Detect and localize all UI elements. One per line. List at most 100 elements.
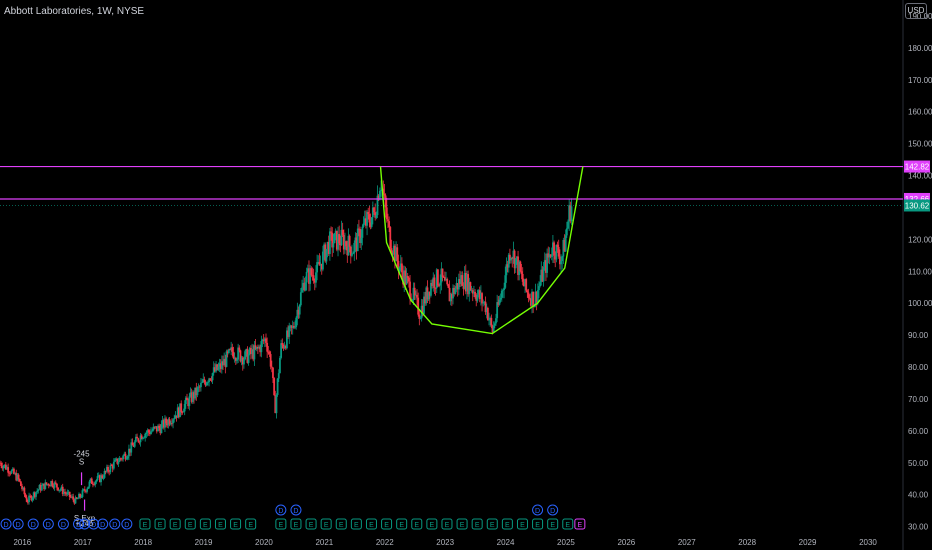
candle-body xyxy=(534,291,537,305)
dividend-marker xyxy=(73,518,85,530)
candle-body xyxy=(483,301,486,303)
dividend-marker-letter: D xyxy=(278,508,283,515)
candle-body xyxy=(173,418,176,420)
candle-body xyxy=(218,363,221,367)
dividend-marker-letter: D xyxy=(76,522,81,529)
candle-body xyxy=(219,363,222,369)
candle-body xyxy=(267,351,270,353)
candle-body xyxy=(517,256,519,276)
candle-body xyxy=(43,483,46,490)
x-tick-label: 2020 xyxy=(255,538,273,547)
candle-body xyxy=(245,349,248,352)
candle-body xyxy=(153,426,156,428)
candle-body xyxy=(25,497,28,502)
candle-body xyxy=(431,282,434,286)
candle-body xyxy=(461,275,464,286)
candle-body xyxy=(499,297,502,300)
candle-body xyxy=(424,296,427,304)
candle-body xyxy=(76,498,79,500)
candle-body xyxy=(217,366,220,370)
candle-body xyxy=(90,478,93,484)
candle-body xyxy=(3,464,6,467)
candle-body xyxy=(362,223,365,227)
candle-body xyxy=(542,267,545,282)
candle-body xyxy=(511,258,514,259)
dividend-marker xyxy=(88,518,100,530)
candle-body xyxy=(306,268,309,272)
candle-body xyxy=(124,453,127,460)
candle-body xyxy=(556,244,559,247)
earnings-marker-letter: E xyxy=(445,522,450,529)
candle-body xyxy=(262,339,265,342)
candle-body xyxy=(549,254,552,257)
dividend-marker xyxy=(275,504,287,516)
candle-body xyxy=(319,263,322,266)
candle-body xyxy=(471,290,474,294)
dividend-marker-letter: D xyxy=(4,522,9,529)
candle-body xyxy=(52,485,55,488)
candle-body xyxy=(89,478,92,482)
candle-body xyxy=(284,346,287,349)
candle-body xyxy=(105,466,108,472)
candle-body xyxy=(498,299,501,305)
candle-body xyxy=(505,264,508,276)
candle-body xyxy=(114,459,116,462)
candle-body xyxy=(128,448,130,457)
candle-body xyxy=(287,330,289,337)
dividend-marker xyxy=(109,518,121,530)
candle-body xyxy=(88,481,91,487)
earnings-marker-letter: E xyxy=(188,522,193,529)
candle-body xyxy=(387,219,389,222)
candle-body xyxy=(390,248,393,253)
earnings-marker-letter: E xyxy=(203,522,208,529)
candle-body xyxy=(513,250,516,269)
candle-body xyxy=(462,285,465,289)
earnings-marker-letter: E xyxy=(399,522,404,529)
candle-body xyxy=(144,433,147,438)
candle-body xyxy=(154,426,157,428)
candle-body xyxy=(334,230,337,234)
candle-body xyxy=(406,275,409,278)
y-tick-label: 150.00 xyxy=(908,140,932,149)
candle-body xyxy=(226,351,229,353)
candle-body xyxy=(233,358,236,359)
candle-body xyxy=(394,245,396,262)
earnings-marker-letter: E xyxy=(309,522,314,529)
earnings-marker-letter: E xyxy=(369,522,374,529)
candle-body xyxy=(443,277,446,281)
candle-body xyxy=(503,287,506,290)
candle-body xyxy=(476,294,479,301)
candle-body xyxy=(310,268,313,276)
candle-body xyxy=(51,481,54,486)
candle-body xyxy=(349,246,352,256)
candle-body xyxy=(468,282,471,295)
candle-body xyxy=(107,466,109,472)
candle-body xyxy=(294,327,296,328)
last-price-label: 130.62 xyxy=(905,201,930,210)
candle-body xyxy=(45,482,48,485)
candle-body xyxy=(344,241,346,250)
dividend-marker-letter: D xyxy=(293,508,298,515)
candle-body xyxy=(169,423,172,425)
candle-body xyxy=(364,218,367,226)
candle-body xyxy=(340,229,343,246)
candle-body xyxy=(126,456,129,459)
candle-body xyxy=(261,339,264,342)
dividend-marker-letter: D xyxy=(91,522,96,529)
currency-button[interactable]: USD xyxy=(905,3,927,19)
candle-body xyxy=(326,242,329,249)
candle-body xyxy=(411,299,414,301)
candle-body xyxy=(418,314,421,319)
candle-body xyxy=(187,400,190,407)
candle-body xyxy=(183,404,186,412)
candle-body xyxy=(133,441,136,447)
earnings-marker xyxy=(275,518,287,530)
earnings-marker xyxy=(365,518,377,530)
candle-body xyxy=(119,458,122,459)
dividend-marker-letter: D xyxy=(550,508,555,515)
candle-body xyxy=(273,378,276,396)
candle-body xyxy=(98,475,101,483)
candle-body xyxy=(540,269,543,283)
candle-body xyxy=(223,358,226,366)
